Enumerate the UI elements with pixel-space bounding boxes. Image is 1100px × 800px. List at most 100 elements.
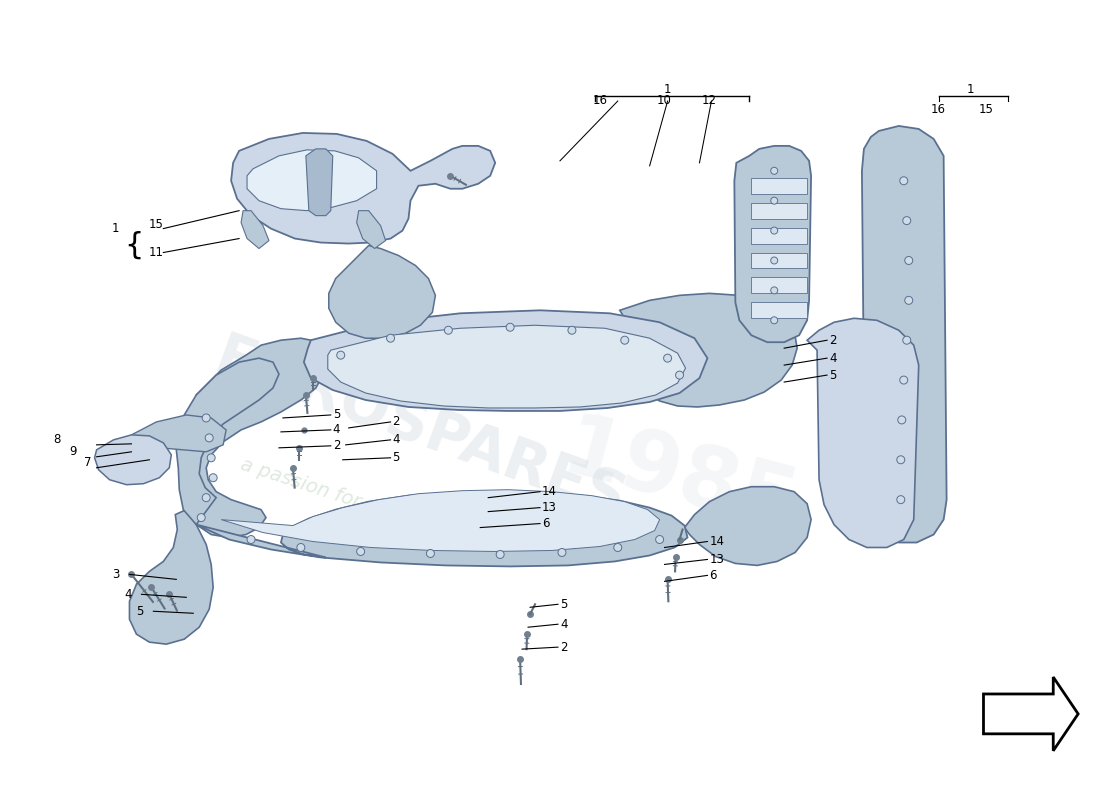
Polygon shape xyxy=(175,358,279,525)
Polygon shape xyxy=(751,302,807,318)
Polygon shape xyxy=(221,490,660,551)
Text: 13: 13 xyxy=(710,553,724,566)
Polygon shape xyxy=(231,133,495,243)
Text: EUROSPARES: EUROSPARES xyxy=(207,329,634,531)
Text: 4: 4 xyxy=(333,423,340,436)
Polygon shape xyxy=(356,210,386,249)
Circle shape xyxy=(663,354,672,362)
Polygon shape xyxy=(130,510,213,644)
Text: 5: 5 xyxy=(136,605,143,618)
Text: 2: 2 xyxy=(560,641,568,654)
Text: 5: 5 xyxy=(393,451,400,464)
Text: {: { xyxy=(124,231,143,260)
Text: 8: 8 xyxy=(54,434,62,446)
Circle shape xyxy=(896,496,905,504)
Text: 5: 5 xyxy=(829,369,836,382)
Circle shape xyxy=(506,323,514,331)
Circle shape xyxy=(771,167,778,174)
Text: 10: 10 xyxy=(657,94,672,106)
Circle shape xyxy=(900,376,908,384)
Text: 1985: 1985 xyxy=(553,409,806,551)
Polygon shape xyxy=(684,486,811,566)
Text: 11: 11 xyxy=(148,246,163,259)
Circle shape xyxy=(496,550,504,558)
Polygon shape xyxy=(983,677,1078,750)
Circle shape xyxy=(444,326,452,334)
Circle shape xyxy=(903,336,911,344)
Text: 2: 2 xyxy=(333,439,340,452)
Text: 4: 4 xyxy=(829,352,836,365)
Circle shape xyxy=(656,535,663,543)
Polygon shape xyxy=(751,253,807,269)
Circle shape xyxy=(898,416,905,424)
Text: 14: 14 xyxy=(542,485,557,498)
Text: 5: 5 xyxy=(560,598,568,610)
Circle shape xyxy=(568,326,576,334)
Polygon shape xyxy=(619,294,798,407)
Text: 15: 15 xyxy=(979,102,994,115)
Text: 1: 1 xyxy=(967,82,975,95)
Circle shape xyxy=(209,474,217,482)
Text: 4: 4 xyxy=(560,618,568,630)
Circle shape xyxy=(386,334,395,342)
Circle shape xyxy=(207,454,216,462)
Circle shape xyxy=(337,351,344,359)
Circle shape xyxy=(905,257,913,265)
Circle shape xyxy=(297,543,305,551)
Circle shape xyxy=(771,317,778,324)
Circle shape xyxy=(197,514,206,522)
Text: 4: 4 xyxy=(124,588,132,601)
Polygon shape xyxy=(248,150,376,210)
Polygon shape xyxy=(196,492,688,566)
Text: 2: 2 xyxy=(829,334,836,346)
Polygon shape xyxy=(132,415,227,452)
Circle shape xyxy=(356,547,364,555)
Circle shape xyxy=(900,177,908,185)
Circle shape xyxy=(771,198,778,204)
Polygon shape xyxy=(751,228,807,243)
Text: 5: 5 xyxy=(333,409,340,422)
Text: 13: 13 xyxy=(542,501,557,514)
Text: 3: 3 xyxy=(112,568,120,581)
Polygon shape xyxy=(329,246,436,338)
Text: 16: 16 xyxy=(931,102,946,115)
Text: 1: 1 xyxy=(112,222,120,235)
Text: 6: 6 xyxy=(710,569,717,582)
Text: 12: 12 xyxy=(702,94,717,106)
Polygon shape xyxy=(751,278,807,294)
Circle shape xyxy=(903,217,911,225)
Circle shape xyxy=(202,414,210,422)
Circle shape xyxy=(248,535,255,543)
Text: 9: 9 xyxy=(69,446,77,458)
Circle shape xyxy=(905,296,913,304)
Polygon shape xyxy=(862,126,947,542)
Circle shape xyxy=(614,543,622,551)
Polygon shape xyxy=(184,338,326,538)
Polygon shape xyxy=(95,435,172,485)
Circle shape xyxy=(771,227,778,234)
Circle shape xyxy=(206,434,213,442)
Text: 15: 15 xyxy=(148,218,163,231)
Text: 2: 2 xyxy=(393,415,400,429)
Circle shape xyxy=(620,336,629,344)
Text: 14: 14 xyxy=(710,535,725,548)
Text: 1: 1 xyxy=(663,82,671,95)
Polygon shape xyxy=(735,146,811,342)
Circle shape xyxy=(427,550,434,558)
Circle shape xyxy=(675,371,683,379)
Polygon shape xyxy=(751,178,807,194)
Polygon shape xyxy=(328,326,685,408)
Polygon shape xyxy=(751,202,807,218)
Text: a passion for parts since 1985: a passion for parts since 1985 xyxy=(238,455,524,564)
Circle shape xyxy=(896,456,905,464)
Circle shape xyxy=(771,257,778,264)
Polygon shape xyxy=(304,310,707,411)
Text: 16: 16 xyxy=(593,94,608,106)
Polygon shape xyxy=(306,149,333,216)
Circle shape xyxy=(558,549,565,557)
Text: 6: 6 xyxy=(542,517,550,530)
Circle shape xyxy=(202,494,210,502)
Polygon shape xyxy=(241,210,270,249)
Text: 4: 4 xyxy=(393,434,400,446)
Circle shape xyxy=(771,287,778,294)
